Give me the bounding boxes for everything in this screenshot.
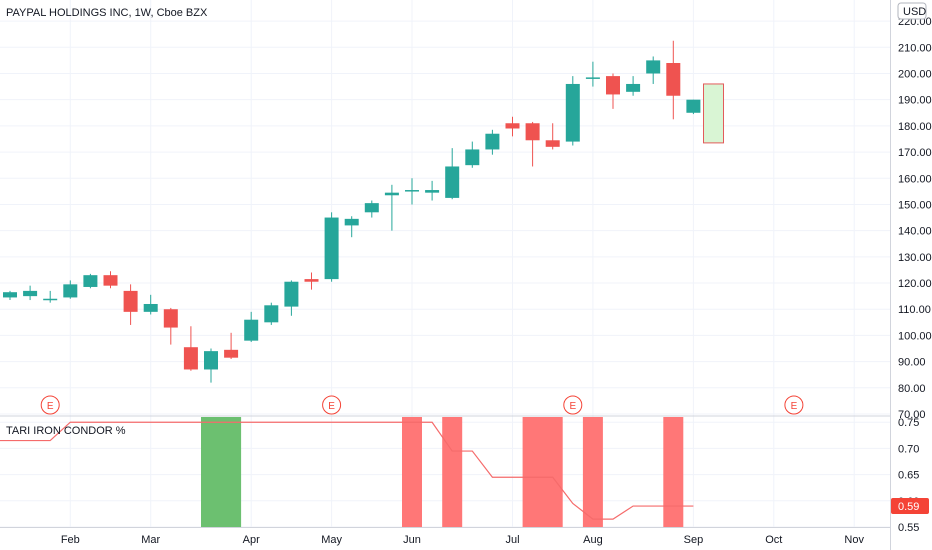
last-value-badge (891, 498, 929, 515)
time-axis-label: Nov (844, 534, 864, 546)
candle-body (405, 190, 419, 192)
candle-body (505, 123, 520, 129)
time-axis-label: May (321, 534, 342, 546)
candle-body (485, 133, 500, 150)
price-tick-label: 90.00 (898, 357, 926, 369)
last-value-label: 0.59 (898, 501, 919, 513)
price-tick-label: 190.00 (898, 95, 932, 107)
price-tick-label: 100.00 (898, 330, 932, 342)
price-tick-label: 200.00 (898, 68, 932, 80)
candle-body (666, 63, 681, 96)
price-tick-label: 80.00 (898, 383, 926, 395)
earnings-marker-label: E (328, 401, 335, 412)
candle-body (545, 140, 560, 147)
indicator-band (582, 417, 603, 527)
candle-body (244, 319, 259, 341)
indicator-tick-label: 0.55 (898, 522, 919, 534)
candle-body (324, 217, 339, 280)
candle-body (63, 284, 78, 298)
candle-body (384, 192, 399, 196)
indicator-band (402, 417, 422, 527)
candle-body (204, 351, 218, 370)
time-axis-label: Apr (243, 534, 260, 546)
chart-labels: 70.00 80.00 90.00 100.00 110.00 120.00 130.00 1… (6, 2, 932, 546)
grid (0, 0, 890, 528)
time-axis-label: Sep (684, 534, 704, 546)
time-axis-label: Jun (403, 534, 421, 546)
indicator-tick-label: 0.70 (898, 443, 919, 455)
candle-body (143, 303, 158, 312)
range-box (703, 83, 724, 144)
candle-body (103, 275, 118, 286)
candle-body (43, 298, 58, 301)
indicator-band (663, 417, 684, 527)
currency-label: USD (903, 6, 926, 18)
indicator-bands (201, 417, 684, 527)
time-axis-label: Jul (505, 534, 519, 546)
price-tick-label: 160.00 (898, 173, 932, 185)
currency-box (897, 2, 927, 20)
candle-body (445, 166, 460, 198)
candle-body (284, 281, 299, 307)
earnings-marker-label: E (791, 401, 798, 412)
candle-body (123, 290, 138, 312)
indicator-series-line (0, 421, 694, 520)
indicator-band (442, 417, 463, 527)
candle-body (3, 292, 17, 298)
price-tick-label: 120.00 (898, 278, 932, 290)
price-tick-label: 130.00 (898, 252, 932, 264)
candle-body (686, 99, 701, 113)
indicator-title: TARI IRON CONDOR % (6, 425, 126, 437)
candle-body (163, 309, 178, 328)
candle-body (626, 83, 641, 92)
earnings-marker-circle (784, 395, 804, 415)
axes (0, 0, 891, 550)
earnings-marker-circle (322, 395, 342, 415)
earnings-marker-label: E (569, 401, 576, 412)
candle-body (224, 349, 239, 358)
indicator-band (522, 417, 563, 527)
candle-body (646, 60, 661, 74)
candle-body (344, 218, 359, 226)
candle-body (83, 275, 98, 287)
earnings-marker-label: E (47, 401, 54, 412)
indicator-tick-label: 0.75 (898, 417, 919, 429)
price-tick-label: 170.00 (898, 147, 932, 159)
earnings-marker-circle (563, 395, 583, 415)
price-tick-label: 150.00 (898, 199, 932, 211)
candle-body (304, 279, 319, 282)
candle-body (425, 190, 440, 193)
indicator-tick-label: 0.65 (898, 470, 919, 482)
indicator-band (201, 417, 242, 527)
price-candles (3, 40, 724, 383)
candle-body (585, 77, 600, 79)
candle-body (525, 123, 540, 141)
candle-body (183, 347, 198, 370)
candle-body (264, 305, 279, 323)
price-tick-label: 210.00 (898, 42, 932, 54)
price-tick-label: 110.00 (898, 304, 931, 316)
candle-body (606, 76, 620, 95)
time-axis-label: Oct (765, 534, 782, 546)
candle-body (565, 83, 580, 142)
price-tick-label: 70.00 (898, 409, 926, 421)
time-axis-label: Aug (583, 534, 603, 546)
candle-body (364, 203, 379, 213)
earnings-marker-circle (40, 395, 60, 415)
candle-body (465, 149, 480, 166)
time-axis-label: Feb (61, 534, 80, 546)
price-tick-label: 180.00 (898, 121, 932, 133)
price-tick-label: 140.00 (898, 226, 932, 238)
chart-title: PAYPAL HOLDINGS INC, 1W, Cboe BZX (6, 7, 208, 19)
time-axis-label: Mar (141, 534, 160, 546)
candle-body (23, 290, 38, 297)
indicator-line (0, 421, 694, 520)
